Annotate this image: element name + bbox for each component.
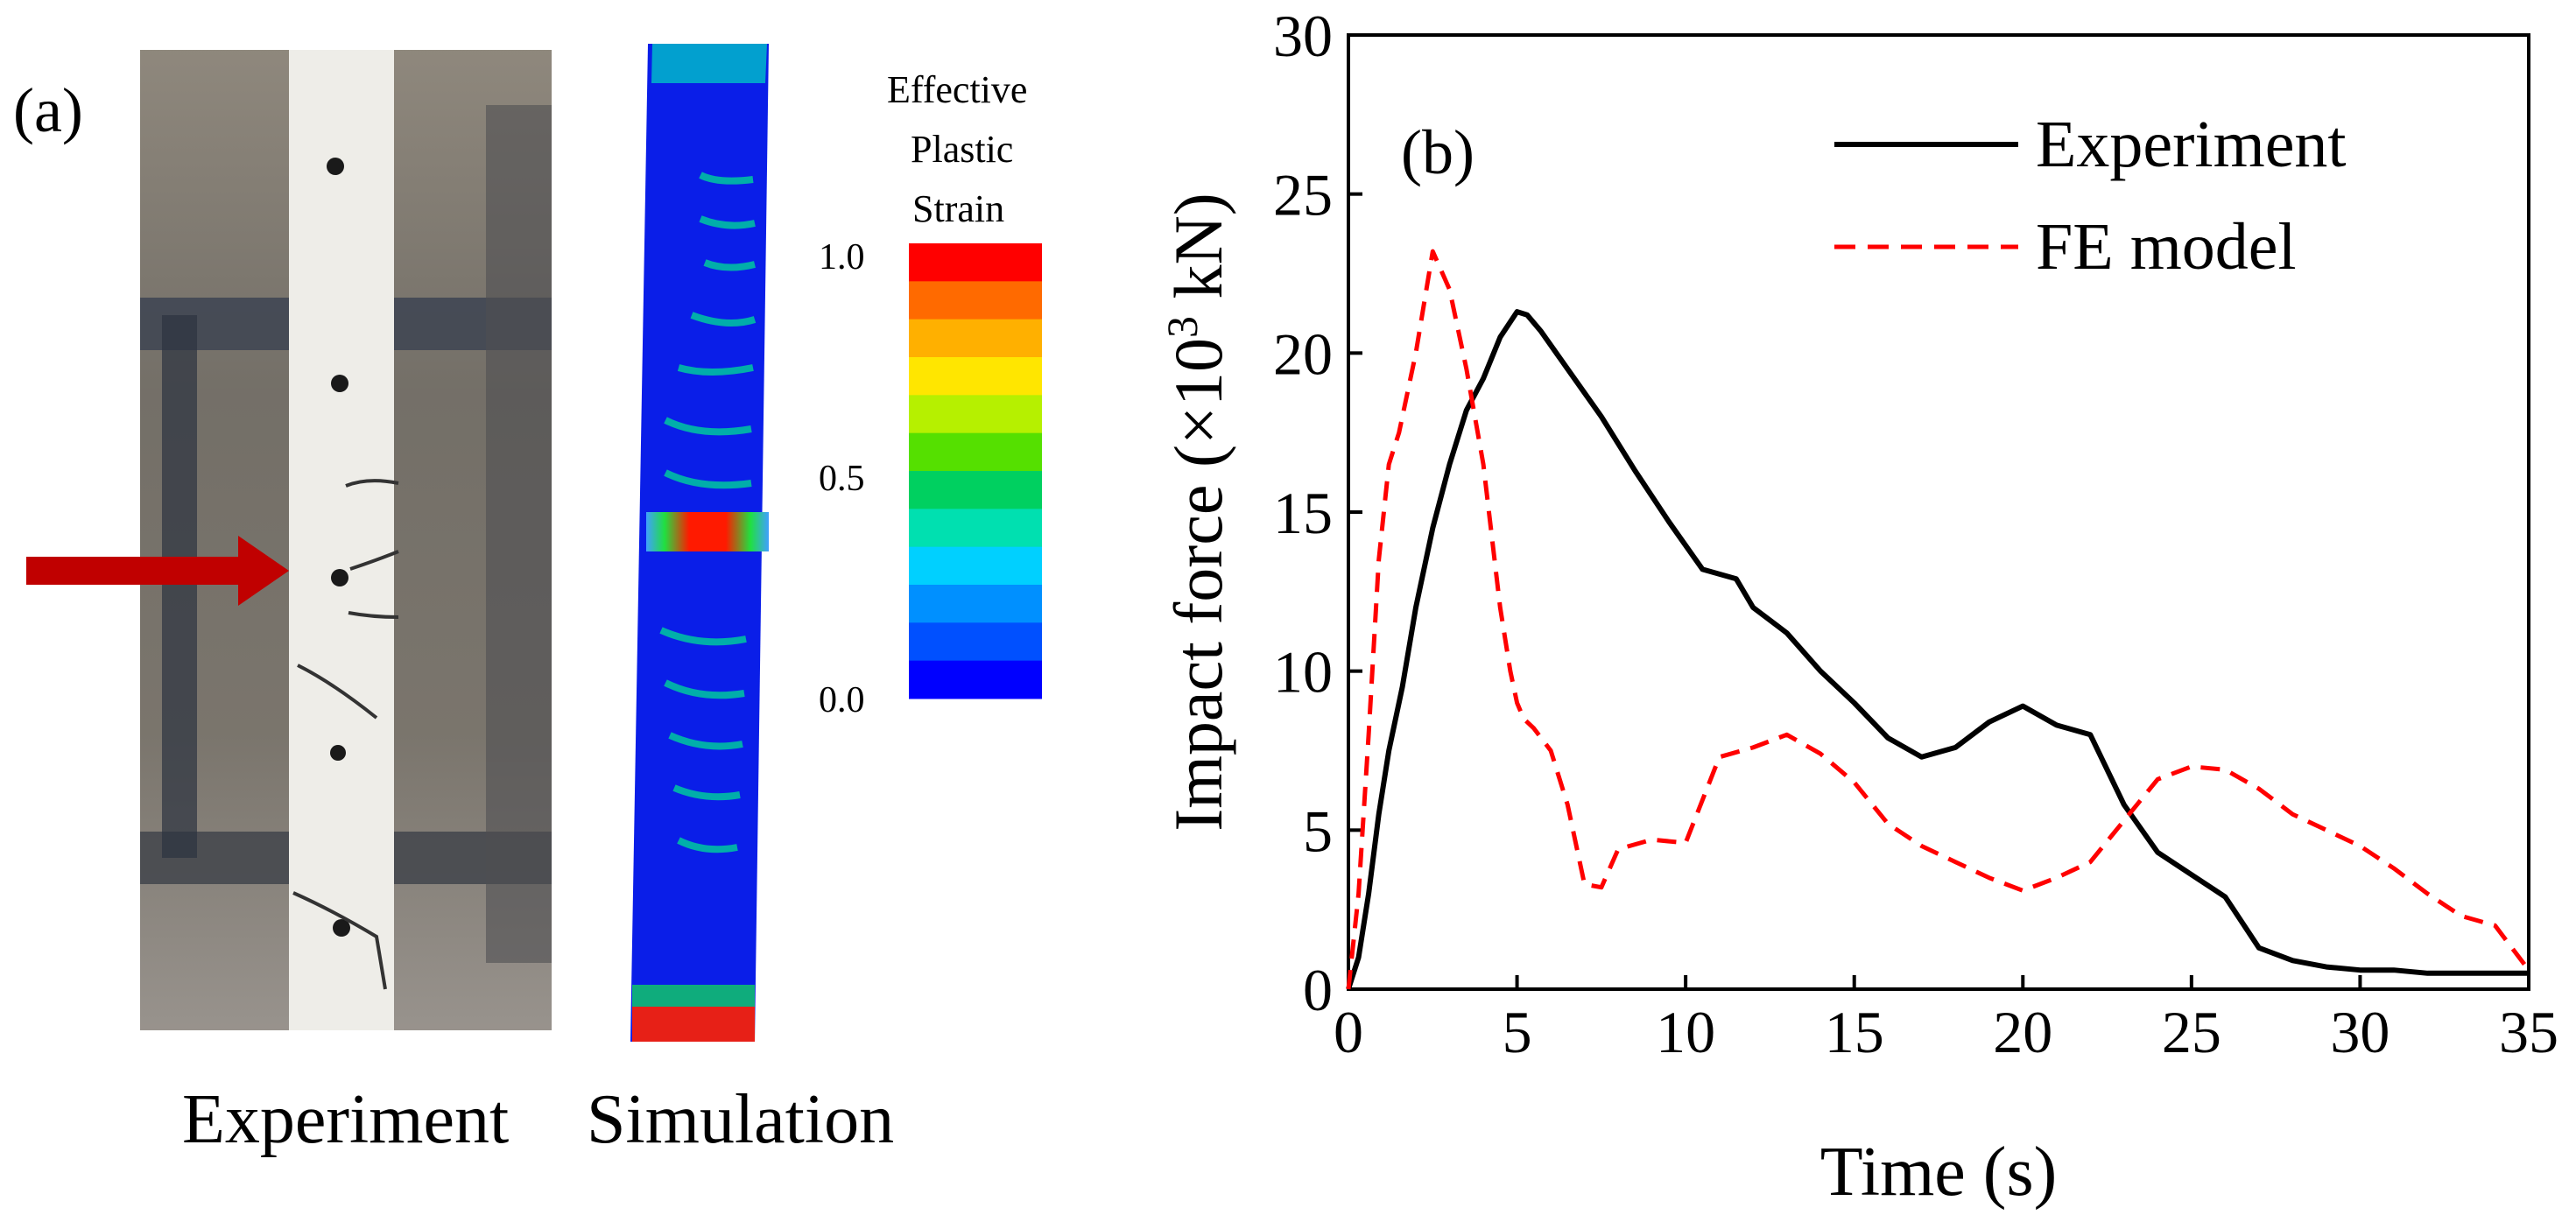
legend-band-5 xyxy=(909,432,1042,472)
legend-band-0 xyxy=(909,243,1042,282)
y-tick-label: 25 xyxy=(1273,162,1333,228)
impact-arrow xyxy=(26,536,289,606)
legend-title-line-1: Effective xyxy=(887,68,1027,111)
y-tick-label: 20 xyxy=(1273,320,1333,387)
series-line-experiment xyxy=(1346,309,2529,990)
sim-bottom-zone xyxy=(632,1007,755,1042)
legend-band-3 xyxy=(909,357,1042,396)
sim-hinge-zone xyxy=(646,512,769,551)
panel-b-label: (b) xyxy=(1401,117,1475,187)
test-frame-post-right xyxy=(486,105,552,963)
series-line-fe-model xyxy=(1346,249,2530,990)
legend-tick-0: 0.0 xyxy=(819,680,865,720)
test-frame-post xyxy=(162,315,197,858)
legend-band-9 xyxy=(909,585,1042,623)
y-tick-label: 15 xyxy=(1273,480,1333,546)
x-tick-label: 20 xyxy=(1993,999,2052,1065)
chart-legend: Experiment FE model xyxy=(1834,108,2347,284)
legend-band-1 xyxy=(909,281,1042,320)
y-axis-label-unit: kN) xyxy=(1160,193,1236,316)
x-tick-label: 5 xyxy=(1503,999,1532,1065)
column-specimen xyxy=(289,50,394,1030)
panel-b: 0 5 10 15 20 25 30 35 0 5 10 15 20 25 30 (b) Experimen… xyxy=(1158,3,2558,1211)
y-tick-label: 5 xyxy=(1303,797,1333,864)
experiment-photo xyxy=(140,50,552,1030)
legend-tick-1: 1.0 xyxy=(819,237,865,277)
legend-band-4 xyxy=(909,395,1042,434)
plot-frame xyxy=(1347,33,2530,991)
y-axis-label-exponent: 3 xyxy=(1158,316,1207,338)
legend-band-6 xyxy=(909,471,1042,509)
legend-label-fe-model: FE model xyxy=(2036,210,2297,284)
x-tick-label: 15 xyxy=(1825,999,1884,1065)
y-axis-label: Impact force (×103 kN) xyxy=(1158,193,1236,832)
caption-experiment: Experiment xyxy=(182,1081,509,1158)
x-tick-label: 35 xyxy=(2499,999,2558,1065)
gauge-markers xyxy=(327,158,350,937)
cracks xyxy=(292,479,399,990)
strain-legend: Effective Plastic Strain 1.0 0.5 0.0 xyxy=(819,68,1042,720)
panel-a-label: (a) xyxy=(13,75,83,145)
legend-band-2 xyxy=(909,319,1042,358)
x-tick-label: 30 xyxy=(2330,999,2389,1065)
x-tick-label: 25 xyxy=(2162,999,2221,1065)
legend-title-line-3: Strain xyxy=(912,187,1004,230)
axis-ticks: 0 5 10 15 20 25 30 35 0 5 10 15 20 25 30 xyxy=(1273,3,2558,1065)
legend-band-8 xyxy=(909,546,1042,586)
legend-band-11 xyxy=(909,660,1042,699)
legend-label-experiment: Experiment xyxy=(2036,108,2347,181)
y-tick-label: 10 xyxy=(1273,639,1333,706)
x-tick-label: 10 xyxy=(1656,999,1715,1065)
legend-band-7 xyxy=(909,509,1042,548)
y-tick-label: 0 xyxy=(1303,957,1333,1023)
simulation-contour xyxy=(630,44,769,1042)
legend-band-10 xyxy=(909,622,1042,662)
y-tick-label: 30 xyxy=(1273,3,1333,69)
y-axis-label-main: Impact force (×10 xyxy=(1160,338,1236,832)
legend-tick-05: 0.5 xyxy=(819,459,865,499)
legend-color-bar xyxy=(909,243,1042,699)
sim-top-zone xyxy=(651,44,767,83)
caption-simulation: Simulation xyxy=(587,1081,894,1158)
sim-bottom-transition xyxy=(632,985,755,1007)
legend-title-line-2: Plastic xyxy=(911,128,1013,171)
x-tick-label: 0 xyxy=(1334,999,1363,1065)
series-layer xyxy=(1346,249,2530,990)
x-axis-label: Time (s) xyxy=(1820,1134,2057,1211)
panel-a: (a) xyxy=(13,44,1042,1158)
sim-strain-bands xyxy=(659,172,757,853)
